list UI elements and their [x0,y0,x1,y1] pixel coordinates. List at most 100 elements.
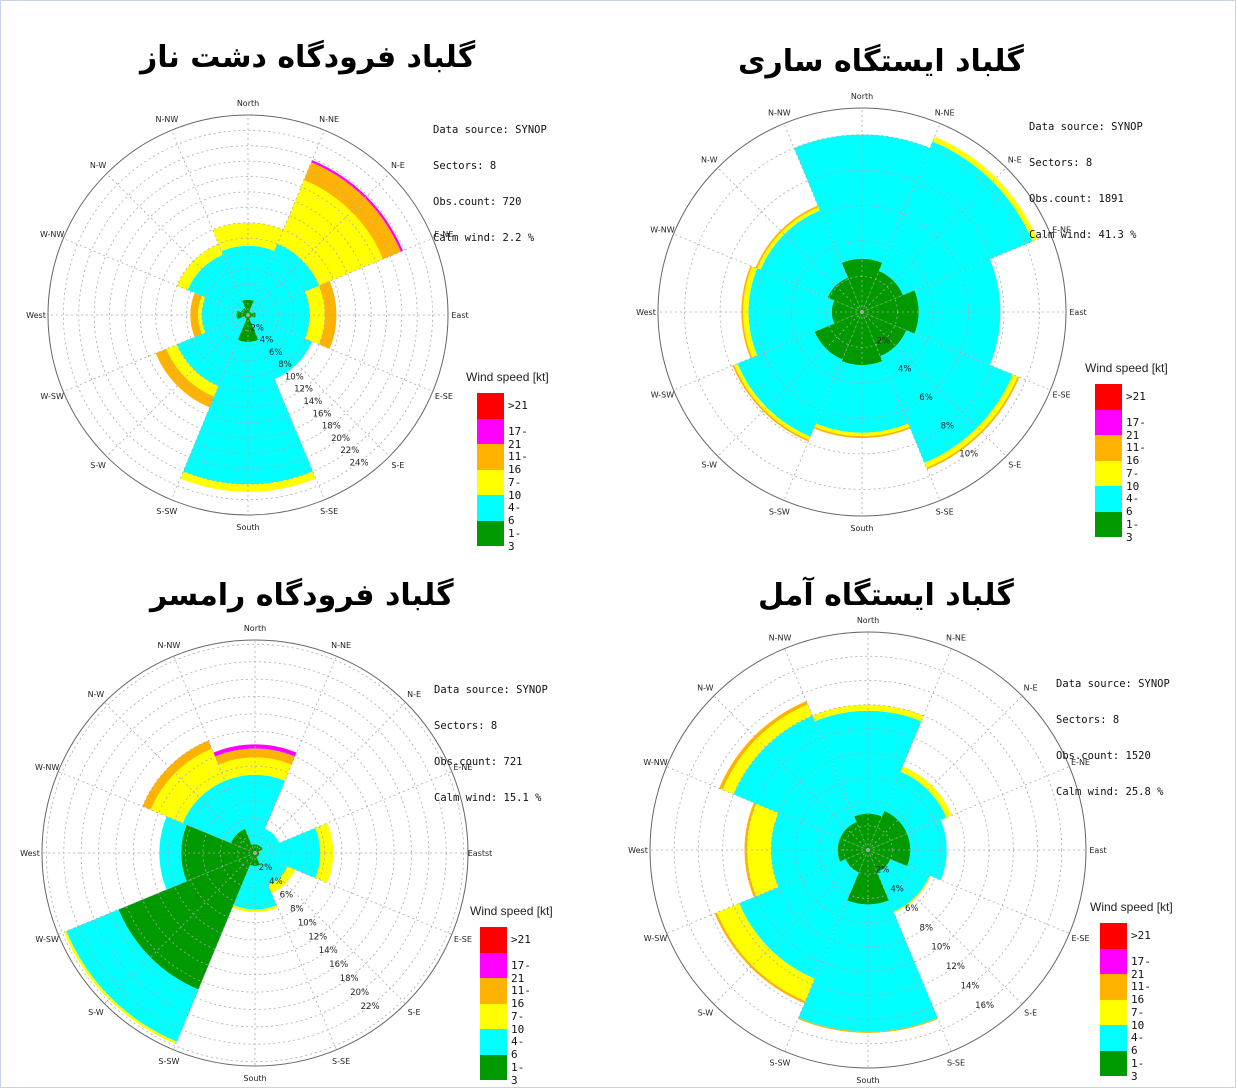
grid-spoke [171,314,249,500]
direction-label: N-W [88,690,105,699]
ring-label: 16% [313,409,332,419]
sector-n-w-band-3 [142,740,212,810]
legend-swatch [1100,999,1127,1025]
legend-label: 4-6 [511,1035,525,1061]
direction-label: N-E [407,690,421,699]
direction-label: N-W [701,155,718,164]
legend-label: 11-16 [511,984,531,1010]
grid-spoke [673,311,863,391]
direction-label: S-E [1024,1009,1037,1018]
sector-north-band-1 [794,134,930,263]
direction-label: W-NW [650,225,674,234]
sector-n-e-band-0 [862,271,903,312]
info-sectors: Sectors: 8 [433,160,497,172]
windrose-panel-amol: گلباد ایستگاه آمل 2% 4% 6% 8% 10% 12% 14% 16% No… [618,550,1238,1090]
direction-label: E-SE [454,935,472,944]
sector-n-e-band-3 [303,162,401,260]
sector-south-band-2 [180,471,316,492]
sector-n-w-band-2 [176,243,223,290]
info-calm-wind: Calm wind: 2.2 % [433,232,535,244]
legend-swatch [1100,1025,1127,1051]
grid-ring [794,776,942,924]
sector-north-band-4 [213,744,297,757]
ring-label: 2% [877,336,891,346]
direction-label: S-W [88,1008,104,1017]
grid-spoke [713,849,869,1005]
direction-label: North [237,99,259,108]
legend-label: 11-16 [508,450,528,476]
sector-south-band-1 [815,361,909,433]
ring-label: 16% [975,1001,994,1011]
grid-spoke [247,130,325,316]
direction-label: West [20,849,40,858]
grid-ring [843,825,893,875]
direction-label: North [244,624,266,633]
ring-label: 16% [329,960,348,970]
ring-label: 14% [303,397,322,407]
legend-swatch [480,978,507,1004]
ring-label: 10% [298,918,317,928]
legend-label: 1-3 [511,1060,525,1087]
sector-s-e-band-2 [268,866,296,894]
legend-label: 17-21 [508,424,528,451]
info-obs-count: Obs.count: 1520 [1056,750,1151,762]
grid-spoke [254,656,337,854]
direction-label: South [236,523,259,532]
legend-label: 1-3 [1126,517,1140,544]
sector-east-band-0 [862,290,919,334]
grid-spoke [867,849,1023,1005]
sector-north-band-2 [212,222,284,252]
legend-label: 1-3 [1131,1056,1145,1083]
legend-label: 17-21 [1126,415,1146,442]
ring-label: 20% [350,988,369,998]
sector-n-w-band-0 [840,822,868,850]
outer-circle [47,114,449,516]
grid-ring [698,680,1038,1020]
ring-label: 6% [905,904,919,914]
grid-ring [78,145,418,485]
direction-label: East [451,311,468,320]
grid-spoke [717,311,863,457]
direction-label: North [857,616,879,625]
outer-circle [649,631,1087,1069]
ring-label: 22% [361,1002,380,1012]
grid-spoke [783,123,863,313]
grid-ring [139,206,357,424]
ring-label: 10% [285,372,304,382]
legend-label: 7-10 [508,475,522,502]
grid-spoke [63,314,249,392]
grid-spoke [867,695,1023,851]
direction-label: N-NW [158,641,181,650]
grid-spoke [171,130,249,316]
sector-n-e-band-1 [258,828,280,850]
grid-spoke [254,852,406,1004]
direction-label: S-SW [156,507,177,516]
legend-swatch [1095,435,1122,461]
ring-label: 4% [269,877,283,887]
windrose-panel-ramsar: گلباد فرودگاه رامسر 2% 4% 6% 8% 10% 12% 14% 16%… [0,550,620,1090]
sector-n-e-band-2 [900,766,952,818]
grid-ring [684,134,1040,490]
grid-spoke [717,167,863,313]
grid-spoke [247,238,433,316]
sector-west-band-1 [771,812,841,888]
sector-north-band-2 [812,704,924,722]
grid-spoke [861,123,941,313]
legend-swatch [477,393,504,419]
direction-label: S-SE [936,508,954,517]
legend-label: 4-6 [1126,492,1140,518]
legend-swatch [1100,974,1127,1000]
grid-spoke [106,173,249,316]
direction-label: N-NE [946,634,966,643]
direction-label: N-E [1024,683,1038,692]
legend-label: >21 [1131,929,1151,942]
sector-s-w-band-2 [716,903,815,1002]
legend-label: 7-10 [1131,1005,1145,1032]
info-block: Data source: SYNOP Sectors: 8 Obs.count:… [1029,97,1143,265]
direction-label: W-NW [35,763,59,772]
direction-label: E-NE [1052,225,1071,234]
info-calm-wind: Calm wind: 41.3 % [1029,229,1137,241]
grid-spoke [867,766,1070,851]
ring-label: 2% [876,865,890,875]
direction-label: S-SE [947,1058,965,1067]
